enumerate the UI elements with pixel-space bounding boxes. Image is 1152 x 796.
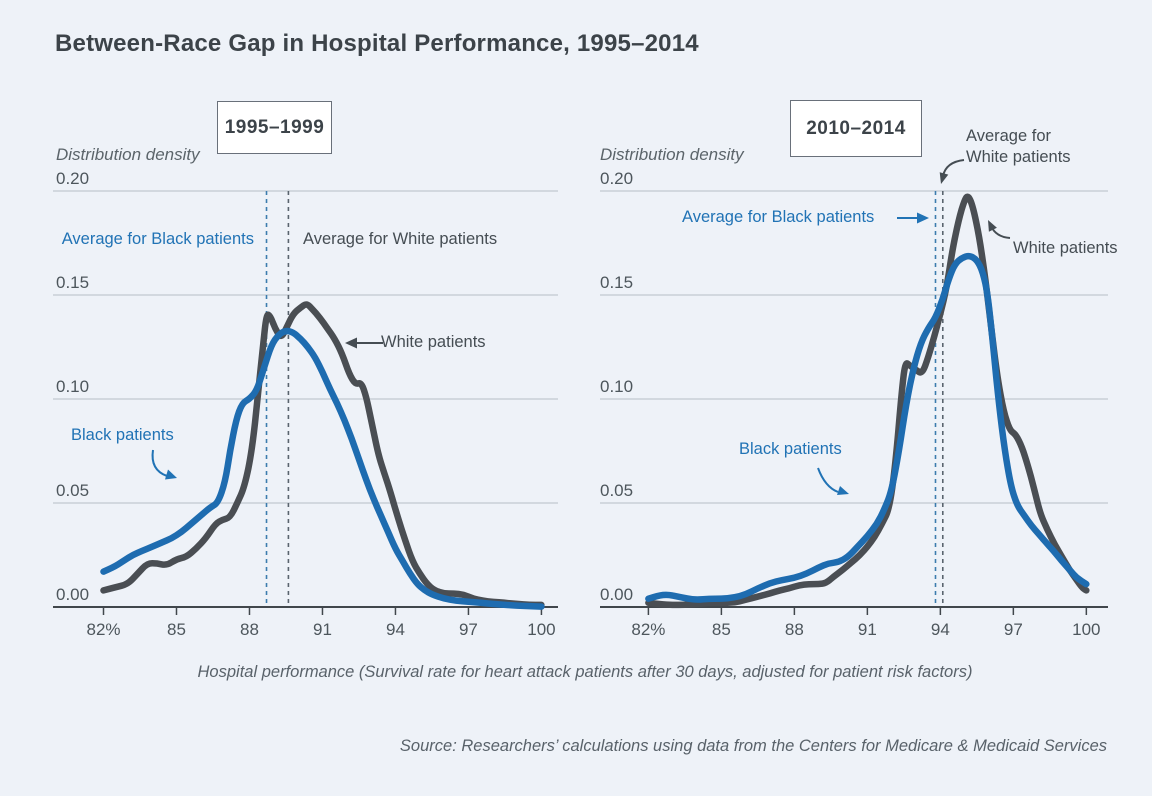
black-patients-arrowhead-left-chart bbox=[165, 469, 177, 480]
y-tick-label-right: 0.10 bbox=[600, 377, 634, 396]
x-tick-label-right: 85 bbox=[711, 620, 731, 639]
y-axis-title-right: Distribution density bbox=[600, 145, 744, 164]
panel-header-label: 1995–1999 bbox=[224, 116, 325, 138]
x-tick-label-left: 88 bbox=[240, 620, 259, 639]
y-tick-label-left: 0.20 bbox=[56, 169, 90, 188]
y-tick-label-left: 0.00 bbox=[56, 585, 90, 604]
y-axis-title-left: Distribution density bbox=[56, 145, 200, 164]
white-patients-label-left-chart: White patients bbox=[381, 333, 486, 351]
x-tick-label-left: 97 bbox=[458, 620, 478, 639]
avg-black-label-right-chart: Average for Black patients bbox=[682, 208, 875, 226]
panel-header-label: 2010–2014 bbox=[806, 117, 906, 139]
y-tick-label-left: 0.10 bbox=[56, 377, 90, 396]
white-patients-arrowhead-right-chart bbox=[988, 220, 997, 232]
y-tick-label-right: 0.05 bbox=[600, 481, 634, 500]
white-patients-label-right-chart: White patients bbox=[1013, 239, 1118, 257]
x-tick-label-right: 94 bbox=[930, 620, 950, 639]
x-tick-label-right: 91 bbox=[857, 620, 877, 639]
x-tick-label-right: 88 bbox=[784, 620, 804, 639]
x-tick-label-right: 82% bbox=[631, 620, 666, 639]
black-patients-arrow-right-chart bbox=[817, 467, 839, 493]
black-patients-arrow-left-chart bbox=[151, 449, 168, 477]
black-patients-curve-right bbox=[645, 252, 1090, 603]
x-tick-label-left: 91 bbox=[313, 620, 332, 639]
x-tick-label-left: 100 bbox=[527, 620, 556, 639]
x-tick-label-right: 100 bbox=[1072, 620, 1101, 639]
avg-white-label-left-chart: Average for White patients bbox=[303, 230, 498, 248]
black-patients-curve-left bbox=[100, 327, 545, 610]
panel-header-2010-2014: 2010–2014 bbox=[790, 100, 922, 157]
figure-title: Between-Race Gap in Hospital Performance… bbox=[55, 30, 699, 57]
x-tick-label-left: 85 bbox=[167, 620, 186, 639]
x-axis-caption: Hospital performance (Survival rate for … bbox=[197, 663, 973, 681]
x-tick-label-left: 94 bbox=[385, 620, 405, 639]
avg-white-arrow-right-chart bbox=[942, 159, 965, 177]
white-patients-curve-left bbox=[100, 301, 545, 609]
source-note: Source: Researchers’ calculations using … bbox=[399, 737, 1107, 755]
y-tick-label-left: 0.15 bbox=[56, 273, 90, 292]
y-tick-label-right: 0.15 bbox=[600, 273, 634, 292]
avg-black-arrowhead-right-chart bbox=[917, 212, 929, 224]
panel-header-1995-1999: 1995–1999 bbox=[217, 101, 332, 154]
x-tick-label-right: 97 bbox=[1003, 620, 1023, 639]
y-tick-label-right: 0.00 bbox=[600, 585, 634, 604]
y-tick-label-right: 0.20 bbox=[600, 169, 634, 188]
avg-white-arrowhead-right-chart bbox=[939, 172, 949, 184]
black-patients-label-right-chart: Black patients bbox=[739, 440, 842, 458]
black-patients-arrowhead-right-chart bbox=[837, 486, 849, 495]
black-patients-label-left-chart: Black patients bbox=[71, 426, 174, 444]
white-patients-arrowhead-left-chart bbox=[345, 337, 357, 349]
y-tick-label-left: 0.05 bbox=[56, 481, 90, 500]
avg-white-label-right-chart: Average for White patients bbox=[966, 127, 1071, 167]
avg-black-label-left-chart: Average for Black patients bbox=[61, 230, 254, 248]
x-tick-label-left: 82% bbox=[86, 620, 121, 639]
